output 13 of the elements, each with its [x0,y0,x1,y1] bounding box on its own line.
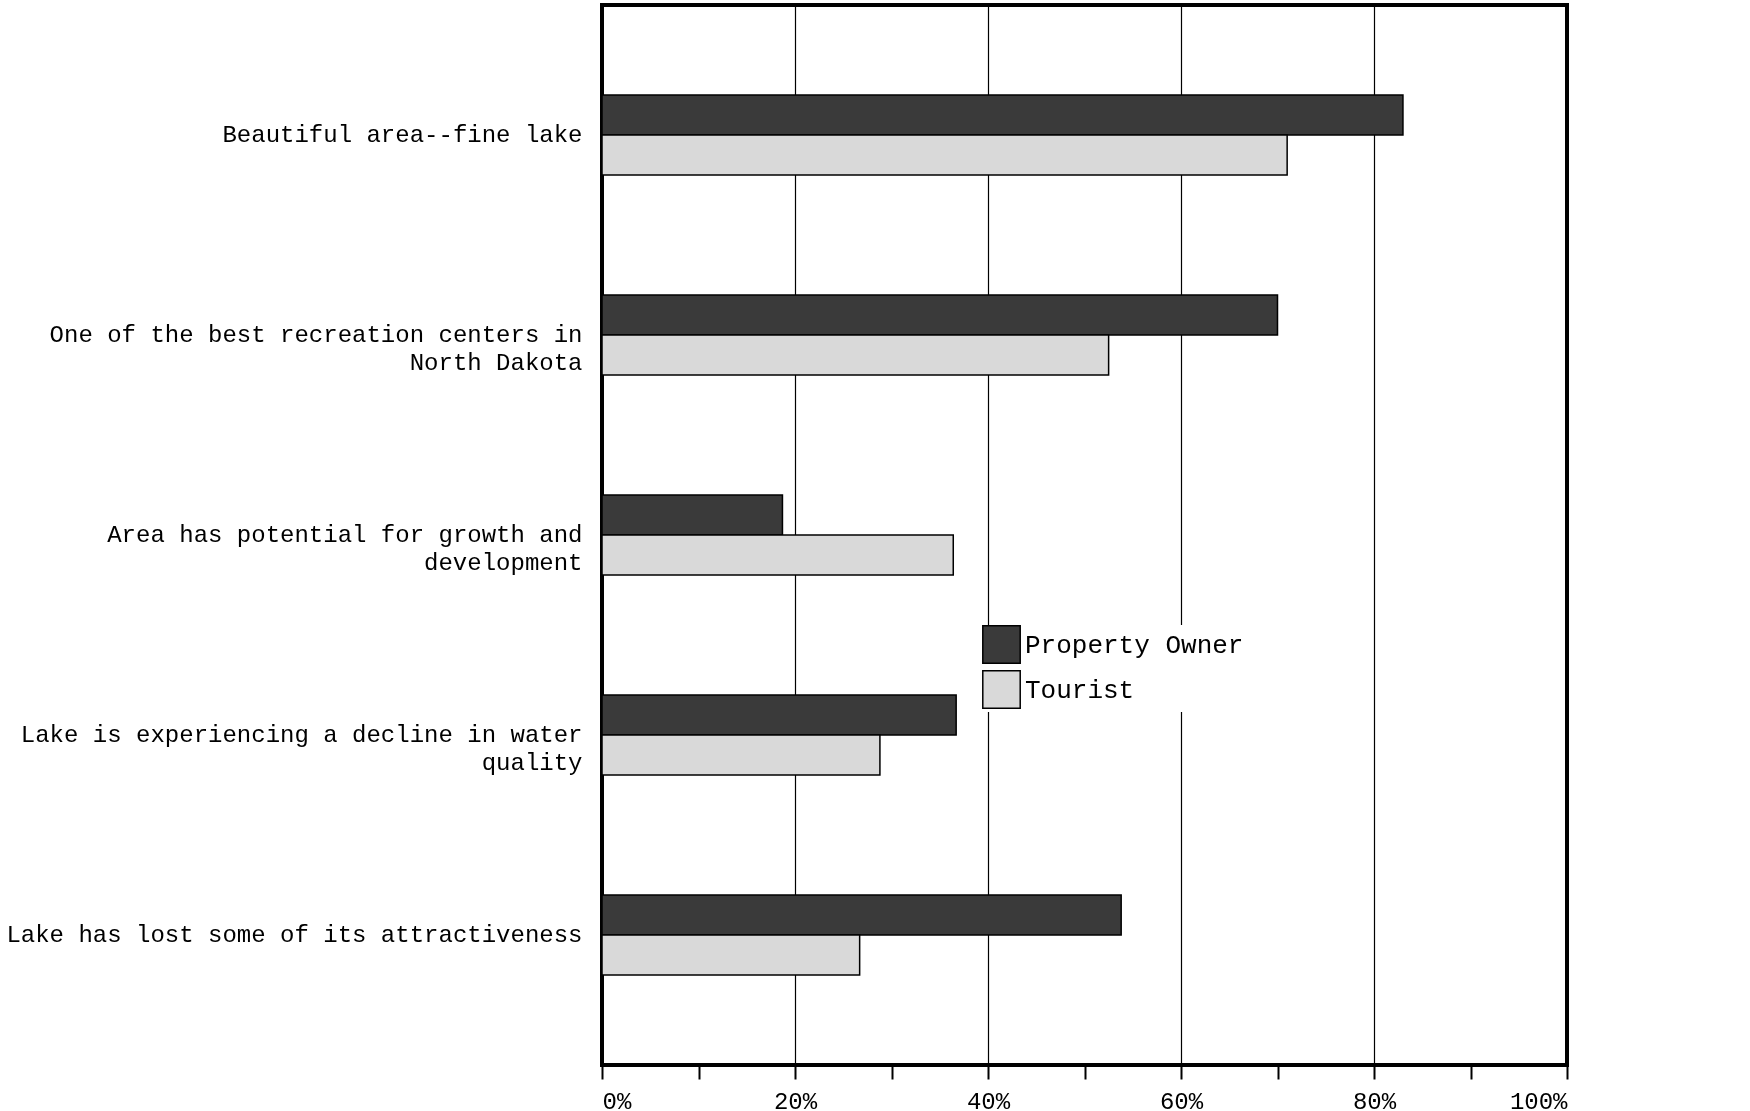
x-tick-label: 100% [1509,1088,1569,1111]
x-tick-label: 40% [966,1088,1011,1111]
legend-label: Tourist [1025,675,1135,706]
x-tick-label: 80% [1352,1088,1397,1111]
legend-label: Property Owner [1025,630,1244,661]
y-tick-label: Lake is experiencing a decline in water quality [20,722,583,777]
x-tick-label: 0% [602,1088,632,1111]
y-tick-label: One of the best recreation centers in North Dakota [49,322,583,377]
y-tick-label: Area has potential for growth and development [107,522,583,577]
y-tick-label: Lake has lost some of its attractiveness [6,922,583,949]
y-tick-label: Beautiful area--fine lake [222,122,583,149]
x-tick-label: 20% [773,1088,818,1111]
x-tick-label: 60% [1159,1088,1204,1111]
